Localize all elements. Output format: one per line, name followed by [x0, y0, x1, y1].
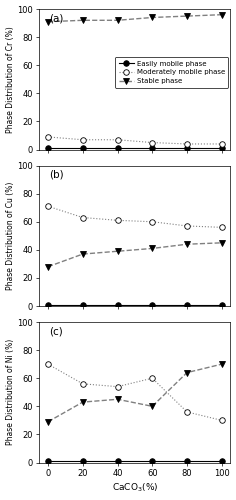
Legend: Easily mobile phase, Moderately mobile phase, Stable phase: Easily mobile phase, Moderately mobile p…	[115, 57, 228, 88]
Text: (b): (b)	[49, 170, 63, 179]
Y-axis label: Phase Distribution of Cr (%): Phase Distribution of Cr (%)	[6, 26, 15, 132]
Text: (c): (c)	[49, 326, 63, 336]
X-axis label: CaCO$_3$(%): CaCO$_3$(%)	[112, 482, 158, 494]
Y-axis label: Phase Distribution of Cu (%): Phase Distribution of Cu (%)	[6, 182, 15, 290]
Text: (a): (a)	[49, 14, 63, 24]
Y-axis label: Phase Distribution of Ni (%): Phase Distribution of Ni (%)	[6, 339, 15, 446]
